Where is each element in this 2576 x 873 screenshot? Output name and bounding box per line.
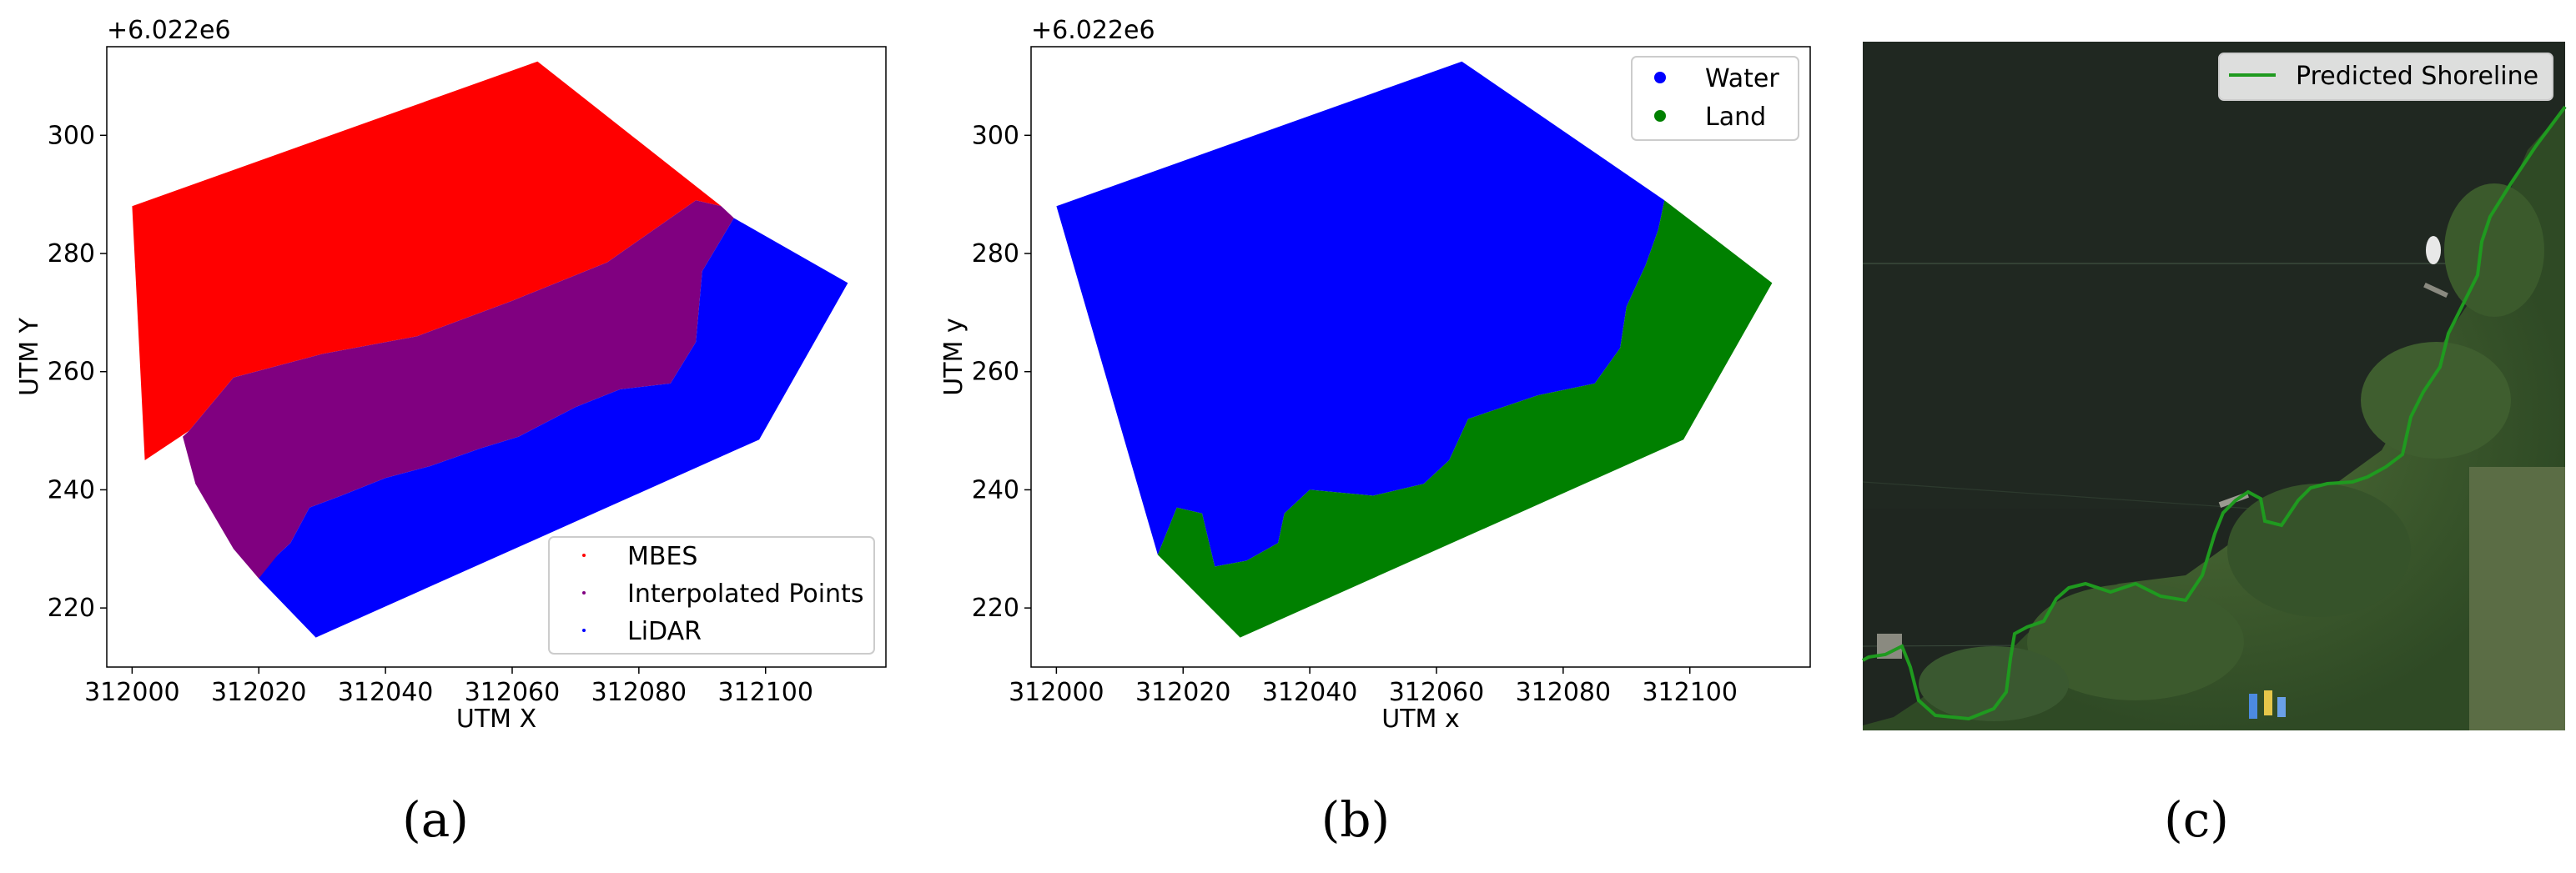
x-tick-label-b: 312100 xyxy=(1642,678,1738,707)
y-tick-label-b: 240 xyxy=(972,475,1019,504)
y-axis-label-a: UTM Y xyxy=(15,317,44,396)
legend-label-interpolated: Interpolated Points xyxy=(627,579,863,609)
tree-canopy xyxy=(1919,646,2069,721)
chart-panel-b: +6.022e6 312000 312020 312040 312060 312080 3… xyxy=(939,16,1811,734)
legend-label-water: Water xyxy=(1705,64,1779,93)
y-axis-label-b: UTM y xyxy=(939,318,969,395)
region-land xyxy=(1157,200,1773,638)
plot-area-a xyxy=(132,61,848,638)
y-offset-label-a: +6.022e6 xyxy=(107,16,231,45)
x-tick-label-b: 312060 xyxy=(1389,678,1485,707)
x-tick-label-a: 312040 xyxy=(338,678,434,707)
y-tick-label-a: 260 xyxy=(48,358,95,387)
plot-area-b xyxy=(1056,61,1773,638)
y-tick-label-a: 280 xyxy=(48,239,95,268)
legend-marker-interpolated xyxy=(582,591,586,595)
region-lidar xyxy=(259,218,848,638)
dock xyxy=(2423,282,2448,299)
boat xyxy=(2426,236,2441,264)
x-axis-a: 312000 312020 312040 312060 312080 312100 xyxy=(84,667,813,707)
x-tick-label-a: 312060 xyxy=(465,678,561,707)
x-axis-label-b: UTM x xyxy=(1381,705,1459,734)
y-axis-a: 220 240 260 280 300 xyxy=(48,121,107,623)
legend-marker-mbes xyxy=(582,554,586,557)
boat xyxy=(2277,697,2286,717)
legend-label-lidar: LiDAR xyxy=(627,617,702,646)
tree-canopy xyxy=(2227,484,2411,617)
legend-a: MBES Interpolated Points LiDAR xyxy=(548,536,875,655)
region-interpolated-points xyxy=(183,200,734,579)
x-tick-label-a: 312100 xyxy=(717,678,813,707)
y-tick-label-a: 240 xyxy=(48,475,95,504)
plot-frame-b xyxy=(1030,46,1811,668)
x-axis-label-a: UTM X xyxy=(456,705,536,734)
x-tick-label-b: 312020 xyxy=(1135,678,1231,707)
x-tick-label-b: 312000 xyxy=(1009,678,1104,707)
panel-c-satellite: Predicted Shoreline xyxy=(1862,42,2567,730)
legend-label-land: Land xyxy=(1705,103,1766,132)
tree-canopy xyxy=(2361,342,2511,459)
tree-canopy xyxy=(2027,584,2244,700)
region-water xyxy=(1056,61,1665,567)
legend-marker-lidar xyxy=(582,629,586,632)
y-tick-label-a: 220 xyxy=(48,594,95,623)
legend-box-a xyxy=(548,536,875,655)
grass-field xyxy=(2469,467,2565,730)
y-axis-b: 220 240 260 280 300 xyxy=(972,121,1031,623)
panel-letter-b: (b) xyxy=(1321,791,1390,848)
legend-box-c xyxy=(2218,53,2553,101)
power-line xyxy=(1862,481,2253,509)
plot-frame-a xyxy=(106,46,887,668)
legend-c: Predicted Shoreline xyxy=(2218,53,2553,101)
panel-letter-a: (a) xyxy=(402,791,469,848)
y-tick-label-b: 300 xyxy=(972,121,1019,150)
y-tick-label-b: 260 xyxy=(972,358,1019,387)
tree-canopy xyxy=(2444,183,2544,317)
x-tick-label-a: 312080 xyxy=(591,678,687,707)
legend-marker-land xyxy=(1654,110,1666,122)
boat xyxy=(2264,690,2272,715)
y-tick-label-b: 280 xyxy=(972,239,1019,268)
y-offset-label-b: +6.022e6 xyxy=(1031,16,1155,45)
region-mbes xyxy=(132,61,722,460)
legend-label-shoreline: Predicted Shoreline xyxy=(2296,62,2538,91)
legend-b: Water Land xyxy=(1631,56,1799,141)
legend-label-mbes: MBES xyxy=(627,542,697,571)
panel-letter-c: (c) xyxy=(2164,791,2229,848)
x-axis-b: 312000 312020 312040 312060 312080 312100 xyxy=(1009,667,1738,707)
y-tick-label-b: 220 xyxy=(972,594,1019,623)
x-tick-label-a: 312000 xyxy=(84,678,180,707)
x-tick-label-b: 312040 xyxy=(1262,678,1358,707)
x-tick-label-a: 312020 xyxy=(211,678,307,707)
boat xyxy=(2249,694,2257,719)
legend-marker-water xyxy=(1654,72,1666,83)
y-tick-label-a: 300 xyxy=(48,121,95,150)
predicted-shoreline-line xyxy=(1862,105,2567,721)
x-tick-label-b: 312080 xyxy=(1516,678,1612,707)
chart-panel-a: +6.022e6 312000 312020 312040 312060 312080 3… xyxy=(15,16,887,734)
legend-box-b xyxy=(1631,56,1799,141)
